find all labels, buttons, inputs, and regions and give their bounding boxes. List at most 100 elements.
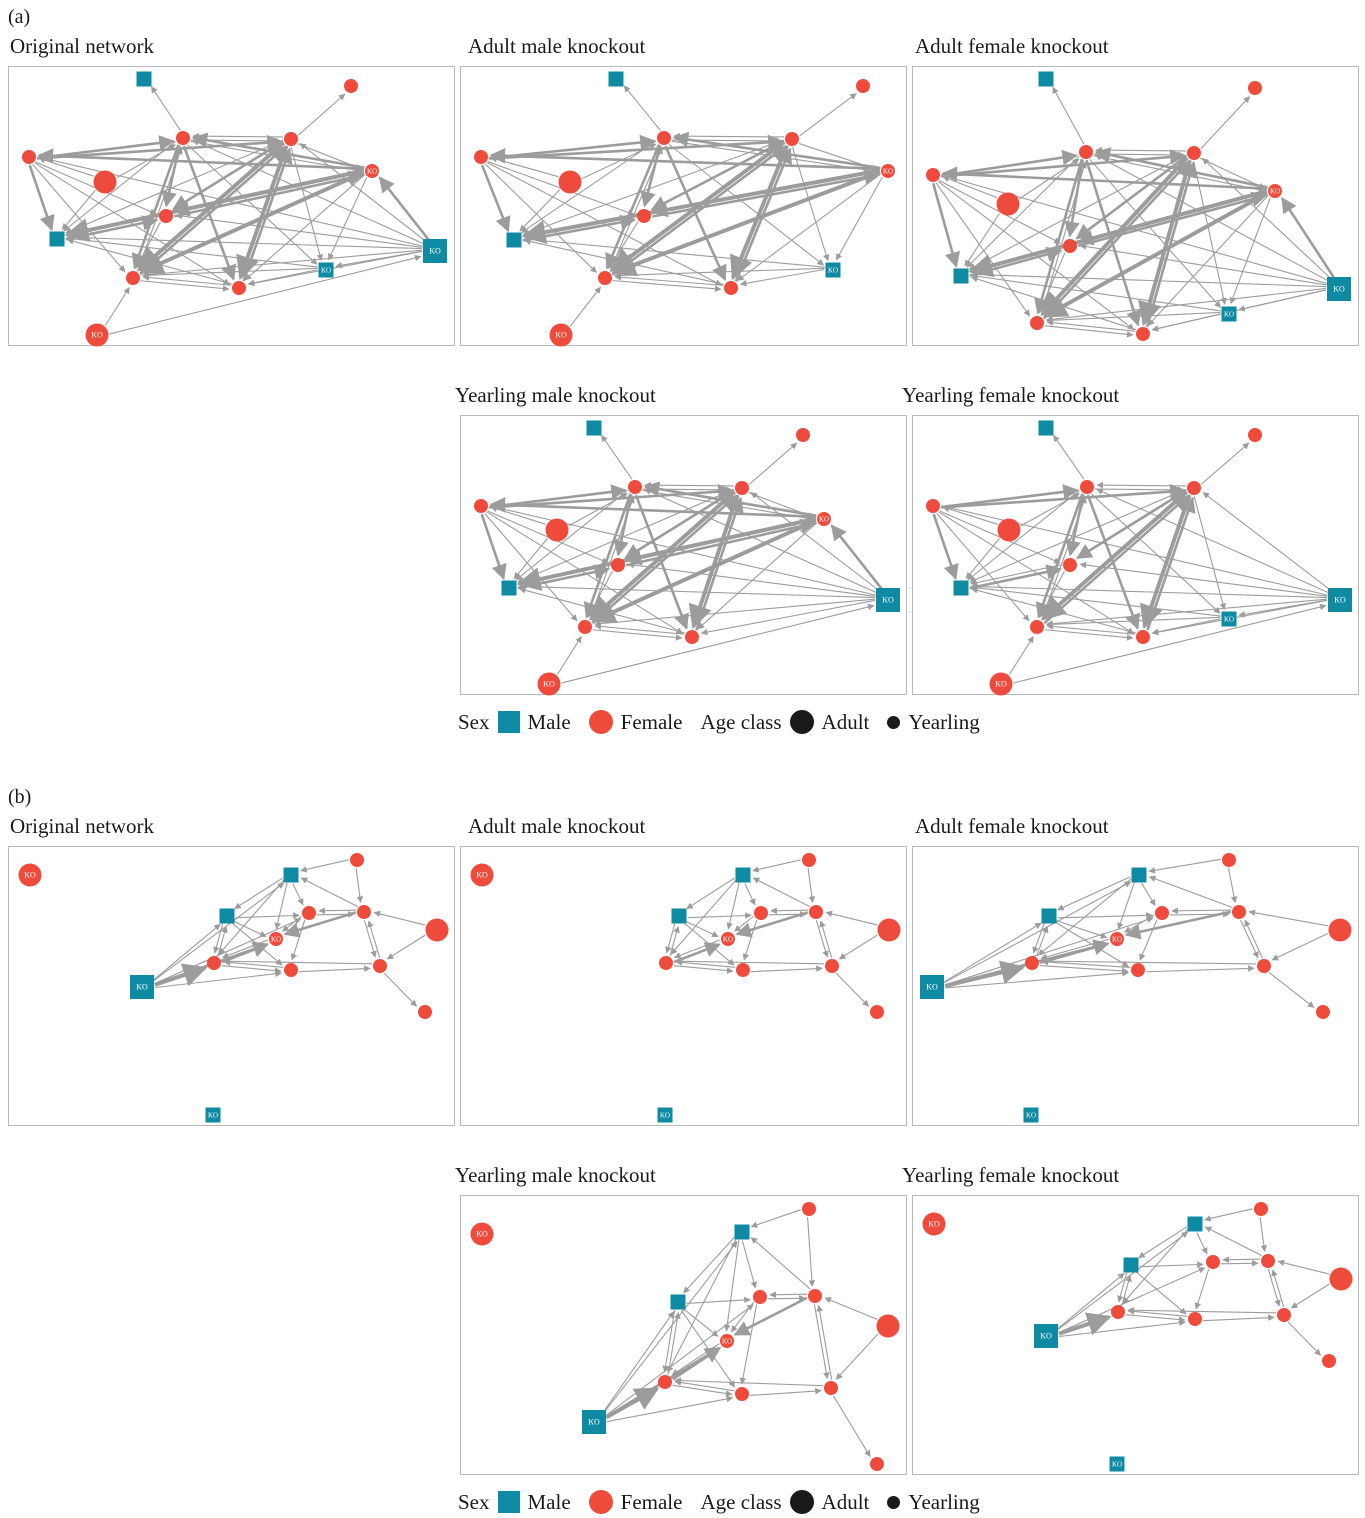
edge-f1-to-m1 (1204, 1208, 1253, 1222)
edge-f5-to-f8 (139, 170, 365, 275)
female-node-f7 (611, 558, 625, 572)
female-node-f4 (474, 499, 488, 513)
panel-title-a-yearling-female: Yearling female knockout (902, 383, 1120, 407)
edge-f8-to-f3 (1042, 160, 1190, 320)
female-node-f2 (657, 131, 671, 145)
edge-f7-to-f8 (1038, 252, 1066, 314)
edge-m3-to-f2 (605, 1304, 754, 1417)
female-node-f6 (1188, 1312, 1202, 1326)
network-panel-a-yearling-female: KO KO KO (912, 415, 1359, 696)
edge-f5-to-f8 (591, 518, 817, 624)
female-node-f8 (598, 271, 612, 285)
edge-f8-to-f3 (591, 495, 738, 625)
edge-m2-to-fk (233, 920, 267, 938)
knockout-male-node-m3 (130, 975, 154, 999)
edge-m2-to-fk (683, 1308, 719, 1337)
edge-m3-to-f9 (700, 599, 875, 636)
edge-m3-to-m2 (970, 583, 1328, 599)
edge-f5-to-f8 (1042, 191, 1269, 319)
edge-f2-to-f7 (1064, 159, 1084, 238)
edge-f3-to-m1 (1148, 875, 1233, 908)
ko-label: KO (828, 267, 838, 275)
female-node-f8 (1322, 1354, 1336, 1368)
network-panel-a-yearling-male: KO KO KO (460, 415, 907, 696)
edge-f3-to-f9 (730, 144, 789, 281)
edge-f3-to-f9 (1138, 159, 1192, 327)
edge-f5-to-f7 (173, 169, 365, 217)
edge-m3-to-f2 (1058, 1267, 1206, 1334)
edge-m3-to-f2 (944, 916, 1154, 986)
network-panel-b-yearling-female: KO KO KO (912, 1195, 1359, 1475)
edge-f3-to-f2 (769, 1291, 807, 1299)
ko-label: KO (1026, 1112, 1036, 1120)
panel-title-b-yearling-female: Yearling female knockout (902, 1163, 1120, 1187)
edge-f1-to-m1 (750, 1209, 801, 1228)
edge-m3-to-f3 (750, 492, 880, 591)
male-node-m2 (1041, 908, 1057, 924)
edge-f6-to-m2 (519, 189, 561, 232)
knockout-female-node-f5 (881, 164, 895, 178)
ko-label: KO (476, 1230, 488, 1239)
edge-f6-to-f7 (299, 965, 371, 973)
nodes-group: KO KO KO (470, 853, 901, 1123)
edge-f3-to-f8 (1041, 490, 1189, 621)
edges-group (602, 1209, 879, 1458)
knockout-male-node-m4 (825, 262, 841, 278)
edge-f5-to-f9 (697, 522, 818, 630)
edge-f5-to-m2 (217, 926, 228, 956)
edges-group (665, 859, 878, 1007)
knockout-male-node-m3 (920, 975, 944, 999)
edge-f8-to-f9 (140, 280, 230, 292)
female-node-f1 (344, 79, 358, 93)
edge-f5-to-f7 (1077, 189, 1268, 246)
edge-m3-to-m2 (152, 923, 221, 981)
edge-m3-to-m4 (1238, 289, 1327, 312)
ko-label: KO (1224, 311, 1234, 319)
edge-f4-to-m2 (480, 513, 507, 581)
edge-f3-to-m2 (65, 139, 284, 234)
legend-a: Sex Male Female Age class Adult Yearling (458, 706, 998, 738)
edge-f4-to-f7 (386, 934, 426, 960)
male-node-m1 (586, 420, 602, 436)
edge-f5-to-m4 (1229, 197, 1271, 305)
female-node-f3 (1232, 905, 1246, 919)
edge-f10-to-m3 (561, 603, 875, 684)
female-circle-icon (588, 710, 613, 734)
edge-m3-to-f3 (299, 143, 427, 242)
edge-f2-to-f6 (290, 919, 306, 961)
male-node-m1 (1187, 1216, 1203, 1232)
edge-m3-to-f2 (1095, 154, 1329, 282)
edge-f2-to-m1 (1052, 86, 1085, 145)
edge-f3-to-f7 (624, 489, 735, 560)
female-node-f9 (1136, 630, 1150, 644)
edge-f9-to-f8 (142, 274, 232, 286)
edge-f3-to-f2 (1171, 907, 1231, 915)
edge-f4-to-f9 (486, 511, 684, 634)
edge-f4-to-f3 (941, 149, 1186, 178)
edge-f4-to-f2 (941, 149, 1078, 178)
edge-f3-to-m1 (300, 877, 359, 908)
edge-f6-to-m2 (964, 213, 1000, 267)
male-node-m2 (1123, 1257, 1139, 1273)
edge-m2-to-f6 (1135, 1271, 1187, 1315)
edge-m3-to-m4 (335, 250, 422, 269)
edge-f3-to-fk (1124, 910, 1232, 940)
edge-f5-to-f4 (489, 148, 881, 171)
ko-label: KO (136, 983, 148, 992)
legend-sex-title: Sex (458, 709, 490, 734)
edge-m2-to-f2 (687, 912, 752, 919)
knockout-male-node-m3 (876, 588, 900, 612)
female-node-f1 (802, 1202, 816, 1216)
edge-f9-to-m2 (524, 238, 724, 285)
edge-m1-to-m2 (234, 877, 284, 910)
female-node-f3 (809, 905, 823, 919)
female-node-f7 (1257, 959, 1271, 973)
edge-f3-to-f2 (673, 132, 785, 140)
female-node-f3 (808, 1289, 822, 1303)
ko-label: KO (588, 1418, 600, 1427)
edge-f6-to-f2 (1019, 158, 1080, 200)
edge-f1-to-f3 (1259, 1217, 1268, 1253)
nodes-group: KO KO KO (922, 1202, 1353, 1472)
edge-m3-to-m4 (1238, 599, 1327, 618)
female-node-f6 (735, 1387, 749, 1401)
